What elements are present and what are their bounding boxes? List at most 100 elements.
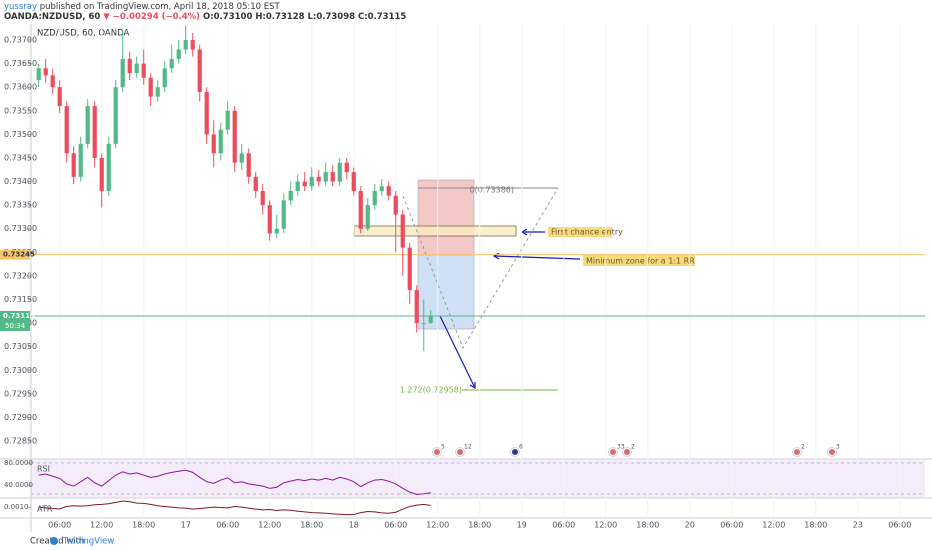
candle-body — [344, 162, 349, 173]
y-tick-label: 0.73150 — [4, 295, 37, 304]
candle-body — [400, 214, 405, 248]
y-tick-label: 0.72950 — [4, 389, 37, 398]
candle-body — [148, 77, 153, 97]
x-tick-label: 17 — [181, 521, 191, 530]
rsi-label: RSI — [37, 465, 50, 474]
x-tick-label: 18 — [349, 521, 359, 530]
candle-body — [225, 110, 230, 130]
brand-logo — [50, 537, 58, 545]
x-tick-label: 06:00 — [720, 521, 743, 530]
x-tick-label: 12:00 — [90, 521, 113, 530]
atr-label: ATR — [37, 505, 53, 514]
y-tick-label: 0.73550 — [4, 106, 37, 115]
x-tick-label: 18:00 — [468, 521, 491, 530]
y-tick-label: 0.72850 — [4, 437, 37, 446]
x-tick-label: 06:00 — [384, 521, 407, 530]
x-tick-label: 12:00 — [594, 521, 617, 530]
indicator-line — [38, 469, 431, 495]
footer-brand[interactable]: TradingView — [62, 537, 114, 547]
candle-body — [330, 172, 335, 182]
candle-body — [134, 63, 139, 74]
target-zone — [417, 254, 475, 330]
fib-ext-label: 1.272(0.72958) — [400, 386, 462, 395]
y-tick-label: 0.72900 — [4, 413, 37, 422]
ohlc: O:0.73100 H:0.73128 L:0.73098 C:0.73115 — [203, 12, 407, 22]
change: ▼ −0.00294 (−0.4%) — [103, 12, 201, 22]
candle-body — [428, 316, 433, 324]
x-tick-label: 18:00 — [300, 521, 323, 530]
countdown: 50:34 — [5, 322, 26, 330]
x-tick-label: 12:00 — [426, 521, 449, 530]
author[interactable]: yussray — [4, 2, 38, 12]
publish-line: yussray published on TradingView.com, Ap… — [4, 2, 280, 12]
y-tick-label: 80.0000 — [4, 459, 33, 467]
x-tick-label: 06:00 — [888, 521, 911, 530]
y-tick-label: 0.73600 — [4, 83, 37, 92]
candle-body — [337, 162, 342, 182]
x-tick-label: 19 — [517, 521, 527, 530]
symbol-line: OANDA:NZDUSD, 60 ▼ −0.00294 (−0.4%) O:0.… — [4, 12, 406, 22]
y-tick-label: 0.73050 — [4, 342, 37, 351]
candle-body — [141, 63, 146, 78]
price-tag — [0, 249, 30, 260]
y-tick-label: 0.73300 — [4, 224, 37, 233]
candle-body — [393, 195, 398, 215]
candle-body — [372, 190, 377, 206]
event-count: 5 — [441, 444, 445, 451]
x-tick-label: 18:00 — [804, 521, 827, 530]
countdown-tag — [0, 321, 30, 332]
entry-zone — [353, 225, 517, 237]
x-tick-label: 06:00 — [216, 521, 239, 530]
y-tick-label: 0.73200 — [4, 271, 37, 280]
candle-body — [155, 87, 160, 97]
event-count: 2 — [801, 444, 805, 451]
event-count: 12 — [464, 444, 472, 451]
x-tick-label: 18:00 — [132, 521, 155, 530]
candle-body — [407, 247, 412, 291]
y-tick-label: 0.73650 — [4, 59, 37, 68]
y-tick-label: 0.73500 — [4, 130, 37, 139]
y-tick-label: 0.73000 — [4, 366, 37, 375]
candle-body — [57, 87, 62, 107]
candle-body — [169, 58, 174, 69]
candle-body — [176, 49, 181, 59]
candle-body — [295, 181, 300, 191]
symbol: OANDA:NZDUSD, 60 — [4, 12, 101, 22]
candle-body — [267, 205, 272, 234]
event-flag — [829, 449, 835, 455]
candle-body — [43, 68, 48, 76]
event-count: 2 — [631, 444, 635, 451]
candle-body — [365, 205, 370, 229]
fib-top-label: 0(0.73386) — [470, 186, 514, 195]
entry-label: First chance entry — [551, 228, 623, 237]
candle-body — [99, 157, 104, 191]
indicator-line — [38, 500, 431, 516]
candle-body — [204, 91, 209, 135]
candle-body — [92, 106, 97, 158]
y-tick-label: 0.73450 — [4, 153, 37, 162]
x-tick-label: 18:00 — [636, 521, 659, 530]
y-tick-label: 40.0000 — [4, 481, 33, 489]
candle-body — [232, 110, 237, 163]
candle-body — [309, 176, 314, 187]
candle-body — [274, 228, 279, 234]
candle-body — [358, 190, 363, 229]
candle-body — [85, 106, 90, 144]
candle-body — [36, 68, 41, 81]
entry-label-bg — [548, 227, 612, 237]
event-flag — [512, 449, 518, 455]
candle-body — [351, 172, 356, 191]
candle-body — [379, 186, 384, 191]
candle-body — [71, 153, 76, 177]
x-tick-label: 06:00 — [552, 521, 575, 530]
candle-body — [414, 290, 419, 324]
candle-body — [302, 181, 307, 187]
event-count: 3 — [836, 444, 840, 451]
zone-label-bg — [583, 255, 695, 266]
candle-body — [421, 323, 426, 325]
candle-body — [246, 153, 251, 177]
candle-body — [316, 176, 321, 182]
candle-body — [386, 186, 391, 196]
